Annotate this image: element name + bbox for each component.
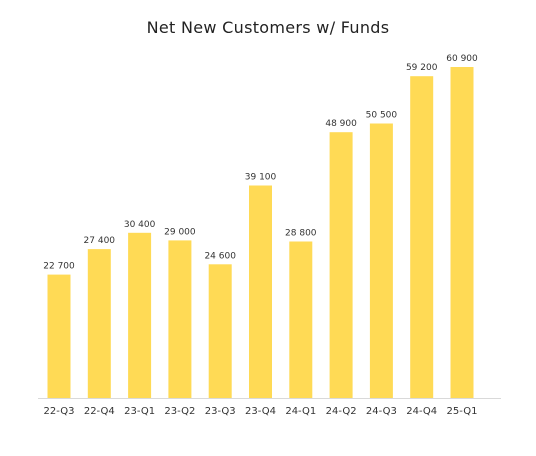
x-tick-label-24-Q4: 24-Q4	[406, 406, 437, 417]
x-tick-label-24-Q2: 24-Q2	[326, 406, 357, 417]
data-label-22-Q4: 27 400	[84, 236, 116, 246]
bar-23-Q4	[249, 185, 272, 398]
bar-25-Q1	[450, 67, 474, 398]
x-tick-label-22-Q3: 22-Q3	[44, 406, 75, 417]
x-tick-label-24-Q3: 24-Q3	[366, 406, 397, 417]
data-label-24-Q2: 48 900	[325, 119, 357, 129]
data-label-23-Q4: 39 100	[245, 173, 277, 183]
bar-22-Q3	[47, 274, 71, 398]
x-tick-label-24-Q1: 24-Q1	[285, 406, 316, 417]
bar-22-Q4	[87, 249, 111, 398]
chart-title: Net New Customers w/ Funds	[146, 18, 390, 37]
data-label-23-Q3: 24 600	[204, 251, 236, 261]
bar-24-Q2	[329, 132, 353, 398]
bars-layer	[47, 67, 474, 398]
data-label-24-Q1: 28 800	[285, 229, 317, 239]
x-tick-label-25-Q1: 25-Q1	[447, 406, 478, 417]
data-label-24-Q4: 59 200	[406, 63, 438, 73]
bar-24-Q4	[410, 76, 434, 398]
bar-24-Q1	[289, 241, 313, 398]
data-label-23-Q1: 30 400	[124, 220, 156, 230]
x-tick-label-23-Q4: 23-Q4	[245, 406, 276, 417]
bar-23-Q1	[128, 232, 152, 398]
bar-24-Q3	[369, 123, 393, 398]
x-tick-label-22-Q4: 22-Q4	[84, 406, 115, 417]
x-tick-label-23-Q3: 23-Q3	[205, 406, 236, 417]
data-label-25-Q1: 60 900	[446, 54, 478, 64]
labels-layer: 22 700 22-Q3 27 400 22-Q4 30 400 23-Q1 29 000 2…	[43, 54, 478, 417]
bar-23-Q3	[208, 264, 232, 398]
x-tick-label-23-Q2: 23-Q2	[164, 406, 195, 417]
data-label-24-Q3: 50 500	[366, 111, 398, 121]
data-label-22-Q3: 22 700	[43, 262, 75, 272]
data-label-23-Q2: 29 000	[164, 227, 196, 237]
x-tick-label-23-Q1: 23-Q1	[124, 406, 155, 417]
bar-23-Q2	[168, 240, 192, 398]
